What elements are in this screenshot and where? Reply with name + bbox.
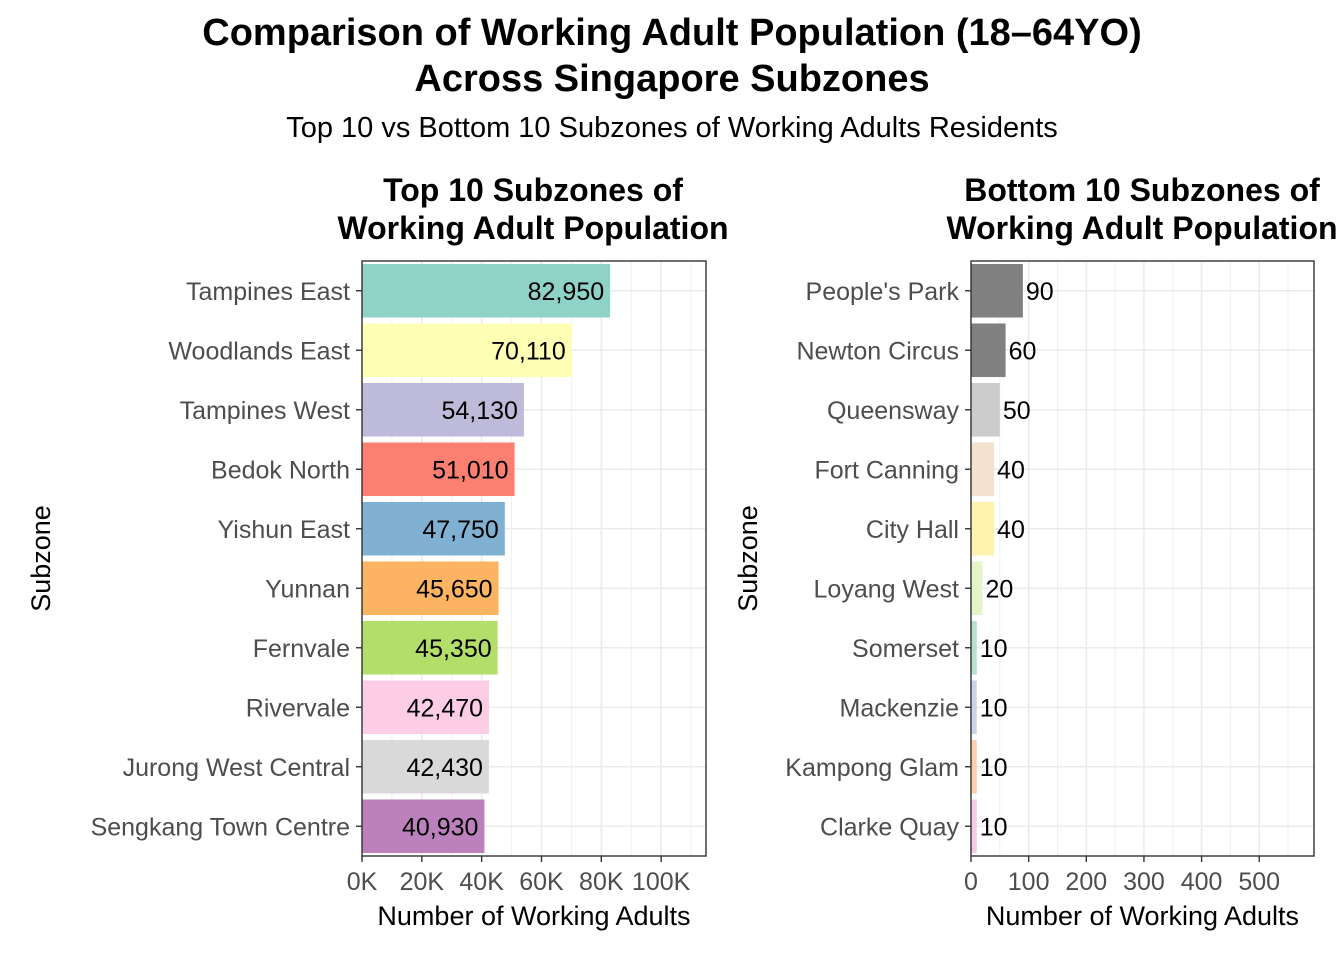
bar (971, 620, 977, 675)
bar (362, 501, 505, 556)
data-label: 42,430 (406, 754, 482, 782)
x-tick-label: 400 (1181, 868, 1223, 896)
y-tick-label: Clarke Quay (820, 813, 959, 841)
bar (971, 323, 1006, 378)
panel-border (970, 260, 1315, 857)
y-axis-title: Subzone (733, 505, 763, 612)
x-tick-label: 100 (1008, 868, 1050, 896)
y-axis-title: Subzone (26, 505, 56, 612)
x-tick-label: 0 (964, 868, 978, 896)
x-tick-label: 300 (1123, 868, 1165, 896)
x-tick-label: 60K (519, 868, 564, 896)
y-tick-label: Yunnan (265, 575, 350, 603)
y-tick-label: Somerset (852, 635, 959, 663)
y-tick-label: Jurong West Central (123, 754, 350, 782)
bar (362, 382, 524, 437)
panel-border (361, 260, 707, 857)
chart-subtitle: Top 10 vs Bottom 10 Subzones of Working … (286, 112, 1058, 144)
x-tick-label: 100K (632, 868, 691, 896)
bar (971, 382, 1000, 437)
y-tick-label: Bedok North (211, 456, 350, 484)
data-label: 60 (1009, 337, 1037, 365)
y-tick-label: City Hall (866, 516, 959, 544)
data-label: 20 (986, 575, 1014, 603)
y-tick-label: Queensway (827, 397, 960, 425)
x-axis-title: Number of Working Adults (986, 901, 1299, 931)
y-tick-label: Kampong Glam (785, 754, 959, 782)
x-tick-label: 200 (1065, 868, 1107, 896)
data-label: 47,750 (422, 516, 498, 544)
bar (971, 739, 977, 794)
data-label: 10 (980, 635, 1008, 663)
data-label: 82,950 (528, 278, 604, 306)
data-label: 45,650 (416, 575, 492, 603)
panel-title-line: Top 10 Subzones of (383, 172, 683, 208)
bar (362, 561, 499, 616)
bar (971, 680, 977, 735)
data-label: 10 (980, 694, 1008, 722)
chart-title-line-1: Comparison of Working Adult Population (… (202, 12, 1142, 54)
data-label: 10 (980, 813, 1008, 841)
bar (971, 442, 995, 497)
y-tick-label: Rivervale (246, 694, 350, 722)
chart-title-line-2: Across Singapore Subzones (414, 58, 930, 100)
panel-title-line: Bottom 10 Subzones of (964, 172, 1320, 208)
y-tick-label: Tampines West (180, 397, 350, 425)
data-label: 50 (1003, 397, 1031, 425)
bar (362, 739, 489, 794)
data-label: 40 (997, 516, 1025, 544)
y-tick-label: Fort Canning (814, 456, 959, 484)
panel-title-line: Working Adult Population (946, 210, 1337, 246)
bar (971, 501, 995, 556)
data-label: 70,110 (491, 337, 566, 365)
bar (971, 799, 977, 854)
bar (971, 263, 1023, 318)
bar (362, 442, 515, 497)
y-tick-label: Yishun East (218, 516, 351, 544)
bar (362, 799, 485, 854)
bar (362, 680, 490, 735)
data-label: 40,930 (402, 813, 478, 841)
x-tick-label: 500 (1238, 868, 1280, 896)
y-tick-label: Woodlands East (168, 337, 350, 365)
y-tick-label: Newton Circus (796, 337, 959, 365)
y-tick-label: Mackenzie (840, 694, 960, 722)
x-axis-title: Number of Working Adults (377, 901, 690, 931)
data-label: 54,130 (441, 397, 517, 425)
y-tick-label: Sengkang Town Centre (91, 813, 350, 841)
data-label: 42,470 (407, 694, 483, 722)
x-tick-label: 80K (579, 868, 624, 896)
y-tick-label: Fernvale (253, 635, 350, 663)
data-label: 40 (997, 456, 1025, 484)
bar (362, 323, 572, 378)
bar (971, 561, 983, 616)
data-label: 90 (1026, 278, 1054, 306)
y-tick-label: Loyang West (814, 575, 960, 603)
bar (362, 263, 611, 318)
x-tick-label: 40K (459, 868, 504, 896)
y-tick-label: Tampines East (186, 278, 350, 306)
data-label: 10 (980, 754, 1008, 782)
y-tick-label: People's Park (806, 278, 960, 306)
x-tick-label: 20K (400, 868, 445, 896)
data-label: 45,350 (415, 635, 491, 663)
x-tick-label: 0K (347, 868, 378, 896)
chart-main-title: Comparison of Working Adult Population (… (0, 10, 1344, 102)
data-label: 51,010 (432, 456, 508, 484)
bar (362, 620, 498, 675)
panel-title-line: Working Adult Population (337, 210, 728, 246)
